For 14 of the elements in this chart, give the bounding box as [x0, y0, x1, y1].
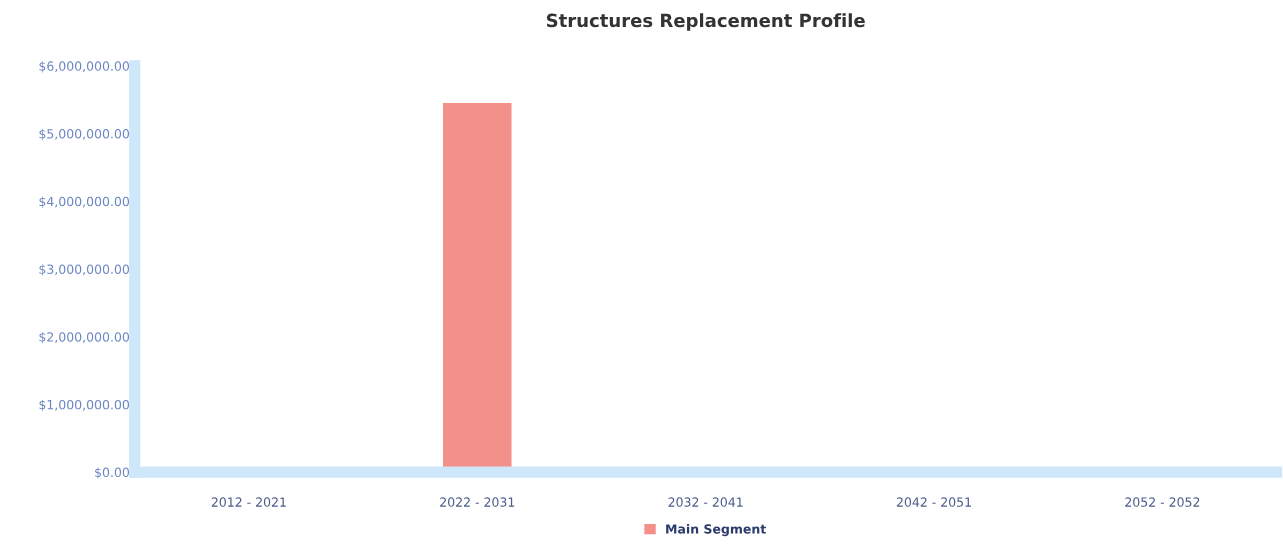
x-tick-label: 2042 - 2051 — [896, 497, 971, 507]
y-tick-label: $3,000,000.00 — [39, 264, 130, 276]
x-tick-label: 2052 - 2052 — [1125, 497, 1200, 507]
y-tick-label: $4,000,000.00 — [39, 196, 130, 208]
x-tick-label: 2012 - 2021 — [211, 497, 286, 507]
y-tick-label: $5,000,000.00 — [39, 128, 130, 141]
y-tick-label: $1,000,000.00 — [39, 399, 130, 412]
y-tick-label: $6,000,000.00 — [39, 61, 130, 73]
x-tick-label: 2032 - 2041 — [668, 497, 743, 507]
chart-title: Structures Replacement Profile — [546, 13, 865, 31]
legend-label: Main Segment — [666, 524, 766, 537]
y-tick-label: $2,000,000.00 — [39, 331, 130, 344]
x-tick-label: 2022 - 2031 — [440, 497, 515, 507]
y-tick-label: $0.00 — [95, 467, 130, 479]
